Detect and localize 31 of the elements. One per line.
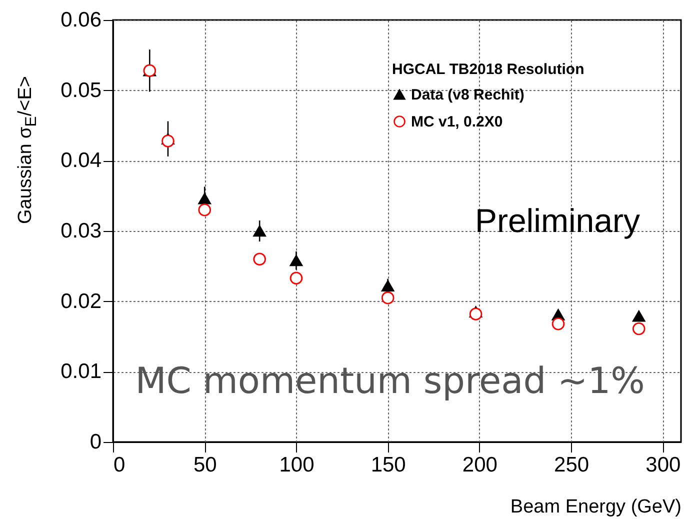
annotation: MC momentum spread ~1% [135,361,645,402]
x-tick-label: 300 [646,454,681,476]
y-tick-label: 0 [90,430,102,454]
y-tick-label: 0.06 [60,8,102,32]
point [253,225,266,237]
y-tick-label: 0.03 [60,220,102,242]
point [198,193,212,204]
point [162,134,174,148]
x-tick-label: 100 [279,454,314,476]
x-tick-label: 150 [370,454,406,476]
point [381,280,394,292]
x-axis-title: Beam Energy (GeV) [510,496,682,518]
legend-title: HGCAL TB2018 Resolution [392,61,584,78]
point [469,308,482,320]
point [290,254,303,266]
x-tick-label: 200 [462,454,498,476]
x-tick-label: 0 [114,454,126,476]
legend-label: Data (v8 Rechit) [411,86,524,104]
point [198,204,212,216]
annotation: Preliminary [474,202,640,239]
point [632,310,646,322]
x-tick-label: 250 [554,454,590,476]
y-tick-label: 0.01 [60,360,102,384]
x-tick-label: 50 [193,454,217,476]
point [290,272,303,285]
y-tick-label: 0.05 [60,78,102,102]
legend-label: MC v1, 0.2X0 [411,114,503,130]
y-tick-label: 0.02 [60,290,102,313]
point [381,291,394,304]
y-tick-label: 0.04 [60,149,102,172]
point [552,317,565,330]
